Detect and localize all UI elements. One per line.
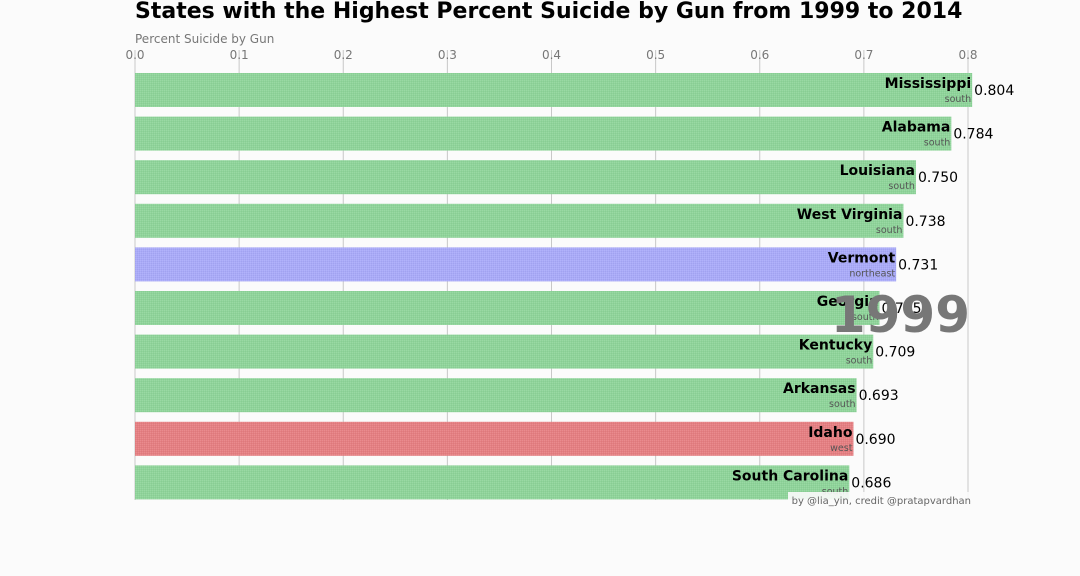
bar-texture xyxy=(135,160,916,195)
value-label: 0.804 xyxy=(974,83,1014,99)
chart-title: States with the Highest Percent Suicide … xyxy=(135,0,962,24)
state-label: Mississippi xyxy=(885,76,972,92)
value-label: 0.738 xyxy=(905,214,945,230)
x-axis-ticks: 0.0 0.1 0.2 0.3 0.4 0.5 0.6 0.7 0.8 xyxy=(125,48,977,62)
bar-texture xyxy=(135,73,973,107)
region-label: south xyxy=(888,181,915,192)
x-tick-label: 0.5 xyxy=(646,48,665,62)
bar-texture xyxy=(135,291,880,325)
bars: Mississippisouth0.804Alabamasouth0.784Lo… xyxy=(135,73,1014,500)
state-label: Alabama xyxy=(882,120,951,136)
credit-box: by @lia_yin, credit @pratapvardhan xyxy=(788,492,974,508)
bar-texture xyxy=(135,116,952,151)
year-label: 1999 xyxy=(831,286,970,344)
region-label: northeast xyxy=(849,268,895,279)
x-tick-label: 0.2 xyxy=(334,48,353,62)
state-label: Arkansas xyxy=(783,381,856,397)
bar-texture xyxy=(135,247,897,282)
state-label: Vermont xyxy=(828,250,896,266)
value-label: 0.686 xyxy=(851,475,891,491)
region-label: west xyxy=(830,443,853,454)
bar-texture xyxy=(135,421,854,456)
value-label: 0.715 xyxy=(881,301,921,317)
state-label: Idaho xyxy=(808,425,853,441)
x-tick-label: 0.6 xyxy=(750,48,769,62)
value-label: 0.690 xyxy=(855,432,895,448)
region-label: south xyxy=(846,356,873,367)
x-tick-label: 0.3 xyxy=(438,48,457,62)
bar-texture xyxy=(135,465,850,500)
region-label: south xyxy=(829,399,856,410)
bar-texture xyxy=(135,203,904,238)
value-label: 0.750 xyxy=(918,170,958,186)
value-label: 0.709 xyxy=(875,345,915,361)
credit-text: by @lia_yin, credit @pratapvardhan xyxy=(792,496,971,507)
value-label: 0.731 xyxy=(898,257,938,273)
region-label: south xyxy=(852,312,879,323)
bar-texture xyxy=(135,378,857,413)
region-label: south xyxy=(924,138,951,149)
state-label: Georgia xyxy=(817,294,879,310)
state-label: Louisiana xyxy=(840,163,915,179)
x-tick-label: 0.7 xyxy=(854,48,873,62)
bar-texture xyxy=(135,334,874,369)
state-label: South Carolina xyxy=(732,468,848,484)
region-label: south xyxy=(822,486,849,497)
x-axis-title: Percent Suicide by Gun xyxy=(135,32,274,46)
x-tick-label: 0.1 xyxy=(230,48,249,62)
region-label: south xyxy=(876,225,903,236)
region-label: south xyxy=(945,94,972,105)
state-label: West Virginia xyxy=(797,207,903,223)
x-tick-label: 0.4 xyxy=(542,48,561,62)
x-tick-label: 0.0 xyxy=(125,48,144,62)
value-label: 0.693 xyxy=(859,388,899,404)
value-label: 0.784 xyxy=(953,127,993,143)
state-label: Kentucky xyxy=(799,338,872,354)
x-tick-label: 0.8 xyxy=(958,48,977,62)
